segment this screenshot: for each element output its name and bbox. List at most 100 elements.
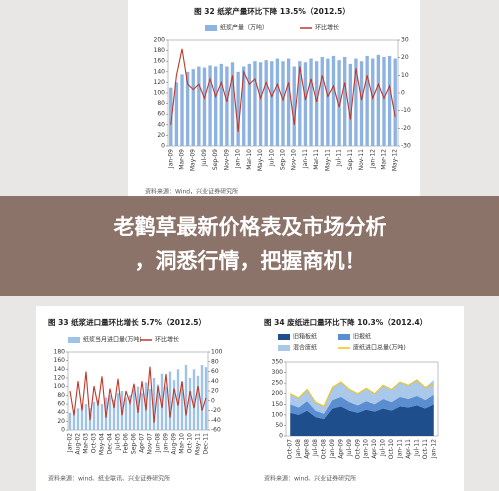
bar <box>371 58 375 146</box>
bar <box>343 56 347 146</box>
bar <box>68 412 72 430</box>
legend-swatch <box>278 345 290 351</box>
bar <box>92 401 96 430</box>
bar <box>286 58 291 146</box>
bar <box>292 66 296 146</box>
bar <box>80 406 84 430</box>
legend-swatch <box>278 334 290 340</box>
bar <box>281 61 285 147</box>
y-tick-label: 40 <box>57 409 65 416</box>
x-tick-label: Jan-02 <box>67 433 74 453</box>
legend-label: 环比增长 <box>315 24 339 32</box>
banner-text: ，洞悉行情，把握商机！ <box>135 249 366 273</box>
x-tick-label: Jan-12 <box>369 149 376 169</box>
x-tick-label: May-04 <box>99 433 106 455</box>
bar <box>176 369 180 430</box>
x-tick-label: Jan-11 <box>302 149 309 169</box>
bar <box>191 69 195 146</box>
bar <box>270 61 274 147</box>
bar <box>202 67 207 146</box>
source: 资料来源：wind、纸业联讯、兴业证券研究所 <box>48 475 170 483</box>
bar <box>197 66 201 146</box>
y-tick-label: 200 <box>272 390 284 397</box>
area <box>290 394 434 420</box>
y2-tick-label: -20 <box>211 407 221 414</box>
y-tick-label: 80 <box>57 392 65 399</box>
y-tick-label: 350 <box>272 359 284 366</box>
y-tick-label: 180 <box>54 349 66 356</box>
bar <box>196 375 200 430</box>
x-tick-label: Apr-11 <box>405 439 412 459</box>
bar <box>174 82 179 146</box>
bar <box>354 58 358 146</box>
bar <box>331 55 336 146</box>
x-tick-label: Dec-11 <box>203 433 210 455</box>
bar <box>337 60 341 146</box>
y-tick-label: 300 <box>272 369 284 376</box>
x-tick-label: Mar-10 <box>179 433 186 454</box>
x-tick-label: Nov-11 <box>358 149 365 171</box>
x-tick-label: Oct-08 <box>321 439 328 459</box>
bar <box>100 404 104 430</box>
x-tick-label: Jan-10 <box>235 149 242 169</box>
legend-label: 旧报纸 <box>353 333 371 341</box>
bar <box>309 58 313 146</box>
x-tick-label: Oct-10 <box>187 433 194 453</box>
x-tick-label: Mar-03 <box>83 433 90 454</box>
y2-tick-label: -30 <box>401 143 411 150</box>
x-tick-label: Aug-02 <box>75 433 82 455</box>
bar <box>128 395 132 430</box>
bar <box>148 388 152 430</box>
x-tick-label: Nov-07 <box>147 433 154 455</box>
y2-tick-label: 20 <box>401 54 409 61</box>
area <box>290 404 434 436</box>
y2-tick-label: 40 <box>211 378 219 385</box>
x-tick-label: May-11 <box>324 149 331 171</box>
chart-title: 图 33 纸浆进口量环比增长 5.7%（2012.5） <box>48 317 206 327</box>
y2-tick-label: -20 <box>401 125 411 132</box>
y-tick-label: 160 <box>54 357 66 364</box>
bar <box>184 365 188 430</box>
x-tick-label: Jan-08 <box>295 439 302 459</box>
y2-tick-label: -10 <box>401 107 411 114</box>
x-tick-label: May-12 <box>392 149 399 171</box>
y2-tick-label: 20 <box>211 388 219 395</box>
x-tick-label: Oct-07 <box>287 439 294 459</box>
bar <box>112 399 116 430</box>
y-tick-label: 0 <box>279 433 283 440</box>
y-tick-label: 150 <box>272 401 284 408</box>
source: 资料来源：wind、兴业证券研究所 <box>264 475 356 483</box>
y2-tick-label: 10 <box>401 72 409 79</box>
y2-tick-label: 100 <box>211 349 223 356</box>
bar <box>314 61 319 147</box>
legend-swatch <box>205 25 217 31</box>
y-tick-label: 0 <box>161 143 165 150</box>
bar <box>225 66 229 146</box>
line <box>289 379 434 408</box>
y-tick-label: 100 <box>272 411 284 418</box>
x-tick-label: Sep-11 <box>347 149 354 170</box>
bar <box>152 378 156 430</box>
x-tick-label: Jan-12 <box>430 439 437 459</box>
x-tick-label: Jan-09 <box>167 149 174 169</box>
bar <box>140 393 144 430</box>
bar <box>258 62 263 147</box>
y-tick-label: 160 <box>154 58 166 65</box>
y-tick-label: 200 <box>154 37 166 44</box>
bar <box>168 371 172 430</box>
x-tick-label: Jul-11 <box>413 439 420 457</box>
y2-tick-label: 0 <box>401 90 405 97</box>
x-tick-label: Apr-07 <box>139 433 146 453</box>
bar <box>264 60 268 146</box>
chart-title: 图 34 废纸进口量环比下降 10.3%（2012.4） <box>264 317 427 327</box>
y-tick-label: 0 <box>61 427 65 434</box>
bar <box>365 55 369 146</box>
x-tick-label: Jul-10 <box>268 149 275 167</box>
bar <box>236 71 240 146</box>
y-tick-label: 60 <box>157 111 165 118</box>
bar <box>185 71 190 146</box>
x-tick-label: Sep-09 <box>212 149 219 170</box>
y-tick-label: 40 <box>157 121 165 128</box>
y-tick-label: 250 <box>272 380 284 387</box>
bar <box>219 63 223 146</box>
